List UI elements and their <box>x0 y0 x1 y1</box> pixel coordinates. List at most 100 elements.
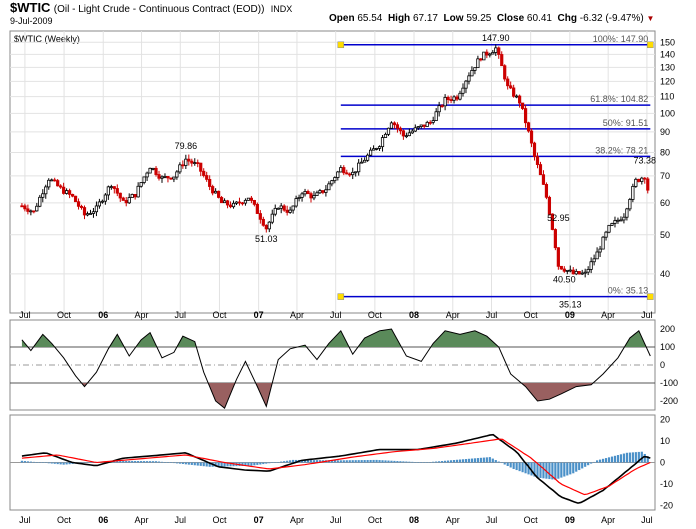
candle-body <box>509 85 513 89</box>
candle-body <box>324 189 328 193</box>
candle-body <box>85 213 90 216</box>
candle-body <box>374 148 379 150</box>
candle-body <box>544 184 549 198</box>
candle-body <box>97 201 102 207</box>
macd-histogram-bar <box>53 462 56 464</box>
macd-histogram-bar <box>590 462 593 464</box>
symbol: $WTIC <box>10 0 51 15</box>
fib-level-label: 100%: 147.90 <box>593 34 649 44</box>
candle-body <box>118 192 122 199</box>
candle-body <box>571 269 575 275</box>
macd-histogram-bar <box>128 460 131 463</box>
x-tick-label: Jul <box>175 515 187 525</box>
macd-histogram-bar <box>473 458 477 463</box>
cci-panel: 200 100 0 -100 -200 <box>9 319 678 411</box>
candle-body <box>202 170 206 176</box>
close-value: 60.41 <box>526 13 552 24</box>
candle-body <box>586 269 590 273</box>
candle-body <box>240 202 245 205</box>
price-candles <box>20 44 650 278</box>
macd-histogram-bar <box>342 460 345 463</box>
price-y-tick-label: 140 <box>660 49 675 59</box>
price-panel-title: $WTIC (Weekly) <box>14 34 80 44</box>
x-tick-label: 09 <box>565 310 575 320</box>
candle-body <box>237 201 242 204</box>
macd-histogram-bar <box>357 460 360 463</box>
price-y-tick-label: 150 <box>660 37 675 47</box>
candle-body <box>217 190 221 198</box>
macd-histogram-bar <box>166 462 170 463</box>
price-y-axis: 40 50 60 70 80 90 100 110 120 130 140 150 <box>660 37 675 279</box>
macd-histogram-bar <box>426 462 429 463</box>
macd-histogram-bar <box>476 458 479 463</box>
candle-body <box>422 124 426 127</box>
candle-body <box>184 158 188 166</box>
candle-body <box>535 156 540 165</box>
macd-histogram-bar <box>610 456 614 463</box>
x-tick-label: Oct <box>57 310 72 320</box>
macd-histogram-bar <box>461 459 465 463</box>
fib-anchor-handle <box>337 293 345 300</box>
macd-histogram-bar <box>593 461 596 463</box>
candle-body <box>333 177 337 182</box>
macd-histogram-bar <box>506 462 509 467</box>
candle-body <box>267 221 271 230</box>
macd-histogram-bar <box>563 462 566 477</box>
candle-body <box>258 213 262 220</box>
candle-body <box>38 196 42 207</box>
candle-body <box>419 124 423 127</box>
candle-body <box>330 180 334 185</box>
candle-body <box>94 205 99 213</box>
fib-level-label: 0%: 35.13 <box>608 286 649 296</box>
macd-histogram-bar <box>143 461 146 463</box>
candle-body <box>437 105 441 113</box>
candle-body <box>458 92 462 100</box>
candle-body <box>607 224 611 233</box>
macd-histogram-bar <box>444 460 447 463</box>
macd-histogram-bar <box>187 462 190 465</box>
x-tick-label: Oct <box>57 515 72 525</box>
candle-body <box>255 203 259 214</box>
macd-histogram-bar <box>607 457 611 463</box>
macd-histogram-bar <box>515 462 518 471</box>
macd-histogram-bar <box>47 462 50 464</box>
macd-histogram-bar <box>89 462 92 463</box>
fib-anchor-handle <box>647 41 654 49</box>
candle-body <box>276 207 280 210</box>
candle-body <box>175 171 179 178</box>
macd-histogram-bar <box>521 462 524 473</box>
candle-body <box>127 197 131 204</box>
candle-body <box>616 219 620 222</box>
candle-body <box>157 174 161 179</box>
macd-histogram-bar <box>643 453 646 463</box>
macd-histogram-bar <box>396 461 399 463</box>
price-annotation-label: 79.86 <box>175 141 198 151</box>
candle-body <box>59 185 63 188</box>
macd-histogram-bar <box>366 460 369 463</box>
macd-histogram-bar <box>119 460 122 463</box>
x-tick-label: Oct <box>212 310 227 320</box>
macd-histogram-bar <box>399 461 402 463</box>
candle-body <box>500 54 504 67</box>
candle-body <box>222 200 227 204</box>
macd-histogram-bar <box>637 451 640 463</box>
macd-histogram-bar <box>369 459 372 463</box>
macd-histogram-bar <box>268 462 271 464</box>
macd-y-tick-label: 20 <box>660 414 670 424</box>
macd-histogram-bar <box>634 452 637 463</box>
macd-histogram-bar <box>339 460 342 463</box>
candle-body <box>47 179 51 188</box>
candle-body <box>428 121 432 124</box>
quote-summary: Open 65.54 High 67.17 Low 59.25 Close 60… <box>329 13 654 24</box>
candle-body <box>169 177 173 180</box>
macd-histogram-bar <box>148 461 152 463</box>
candle-body <box>76 201 81 207</box>
change-down-icon: ▼ <box>646 14 655 23</box>
macd-histogram-bar <box>256 462 259 465</box>
price-panel-frame <box>9 30 656 314</box>
macd-histogram-bar <box>44 462 47 463</box>
x-tick-label: 08 <box>409 310 419 320</box>
candle-body <box>604 231 608 238</box>
candle-body <box>392 122 397 126</box>
